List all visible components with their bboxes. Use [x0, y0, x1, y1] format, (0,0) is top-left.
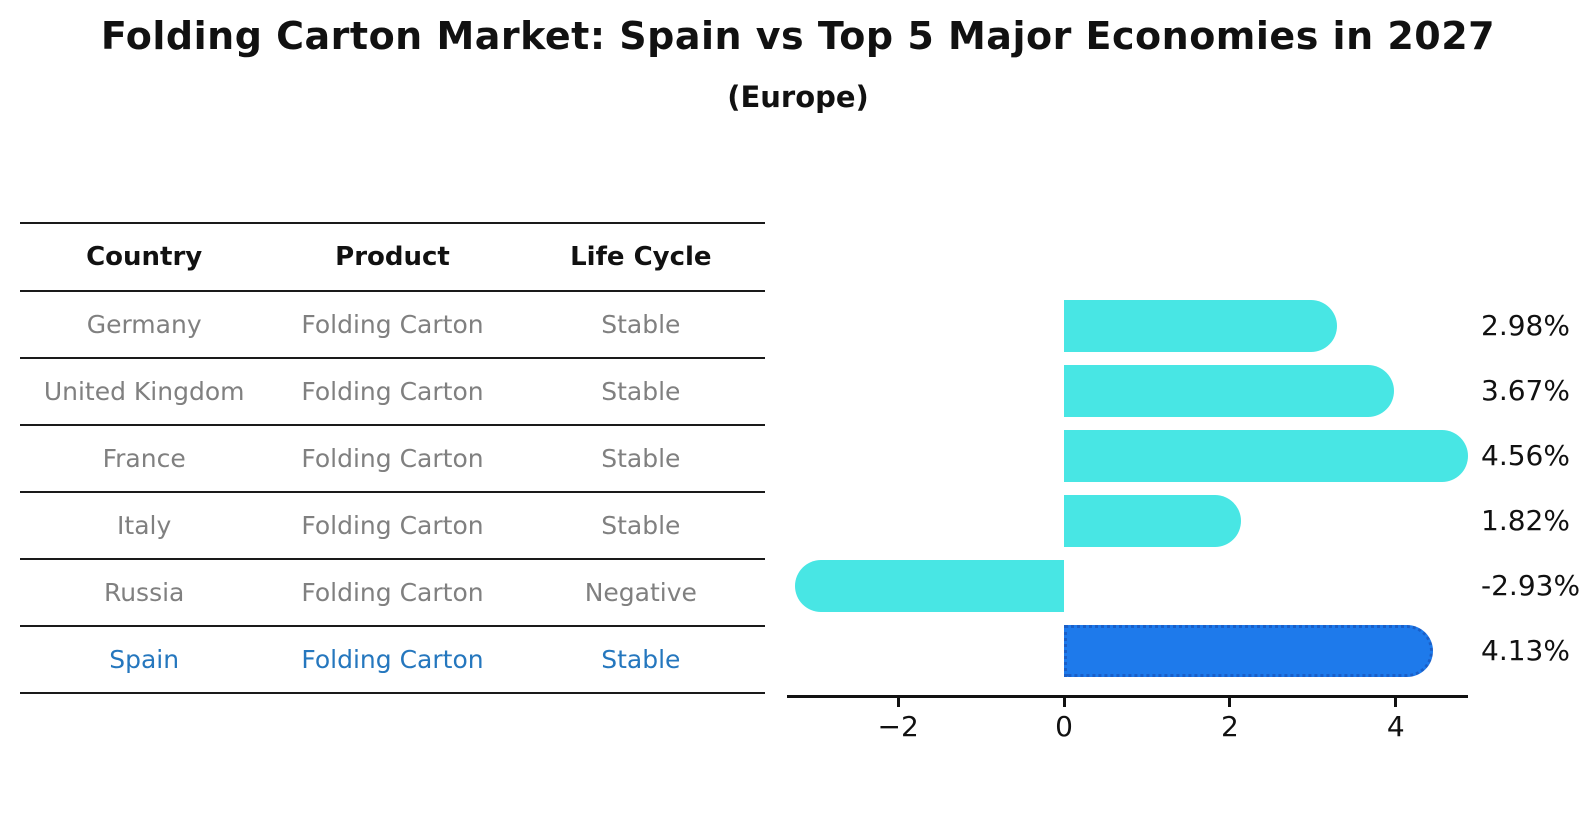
column-header-life-cycle: Life Cycle	[570, 242, 712, 272]
cell-life-cycle: Stable	[601, 377, 681, 406]
column-header-product: Product	[335, 242, 450, 272]
bar-value-label-spain: 4.13%	[1481, 633, 1570, 667]
cell-product: Folding Carton	[301, 578, 484, 607]
cell-country: Italy	[117, 511, 172, 540]
bar-united-kingdom	[1064, 364, 1395, 417]
cell-product: Folding Carton	[301, 310, 484, 339]
x-axis-tick-label: 4	[1386, 710, 1405, 743]
bar-value-label-germany: 2.98%	[1481, 308, 1570, 342]
table-row-france: France Folding Carton Stable	[20, 425, 765, 492]
bar-value-label-united-kingdom: 3.67%	[1481, 373, 1570, 407]
bar-france	[1064, 429, 1469, 482]
cell-country: Germany	[86, 310, 202, 339]
table-row-russia: Russia Folding Carton Negative	[20, 559, 765, 626]
cell-product: Folding Carton	[301, 444, 484, 473]
x-axis-tick-mark	[1228, 698, 1232, 707]
cell-country: Spain	[109, 645, 180, 674]
bar-germany	[1064, 299, 1338, 352]
x-axis-tick-label: −2	[877, 710, 919, 743]
x-axis-tick-mark	[1062, 698, 1066, 707]
cell-country: United Kingdom	[43, 377, 245, 406]
x-axis-line	[787, 695, 1468, 698]
figure-title: Folding Carton Market: Spain vs Top 5 Ma…	[100, 14, 1496, 58]
bar-value-label-russia: -2.93%	[1481, 568, 1581, 602]
cell-product: Folding Carton	[301, 645, 484, 674]
bar-spain	[1064, 624, 1433, 677]
x-axis-tick-label: 0	[1055, 710, 1073, 743]
cell-country: Russia	[103, 578, 185, 607]
x-axis-tick-mark	[1394, 698, 1398, 707]
table-row-italy: Italy Folding Carton Stable	[20, 492, 765, 559]
table-row-spain: Spain Folding Carton Stable	[20, 626, 765, 693]
x-axis-tick-label: 2	[1221, 710, 1239, 743]
bar-italy	[1064, 494, 1241, 547]
column-header-country: Country	[86, 242, 203, 272]
summary-table: Country Product Life Cycle Germany Foldi…	[20, 222, 765, 694]
x-axis-tick-mark	[896, 698, 900, 707]
cell-life-cycle: Stable	[601, 444, 681, 473]
cell-life-cycle: Stable	[601, 511, 681, 540]
figure-subtitle: (Europe)	[727, 80, 869, 114]
bar-chart-plot-area: 2.98% 3.67% 4.56% 1.82% -2.93% 4.13% −2 0 2 4	[787, 290, 1580, 743]
cell-life-cycle: Stable	[601, 645, 681, 674]
cell-country: France	[102, 444, 186, 473]
cell-product: Folding Carton	[301, 511, 484, 540]
cell-product: Folding Carton	[301, 377, 484, 406]
table-header: Country Product Life Cycle	[20, 223, 765, 291]
table-row-united-kingdom: United Kingdom Folding Carton Stable	[20, 358, 765, 425]
bar-value-label-france: 4.56%	[1481, 438, 1570, 472]
bar-value-label-italy: 1.82%	[1481, 503, 1570, 537]
table-row-germany: Germany Folding Carton Stable	[20, 291, 765, 358]
bar-russia	[795, 559, 1065, 612]
cell-life-cycle: Negative	[584, 578, 697, 607]
cell-life-cycle: Stable	[601, 310, 681, 339]
